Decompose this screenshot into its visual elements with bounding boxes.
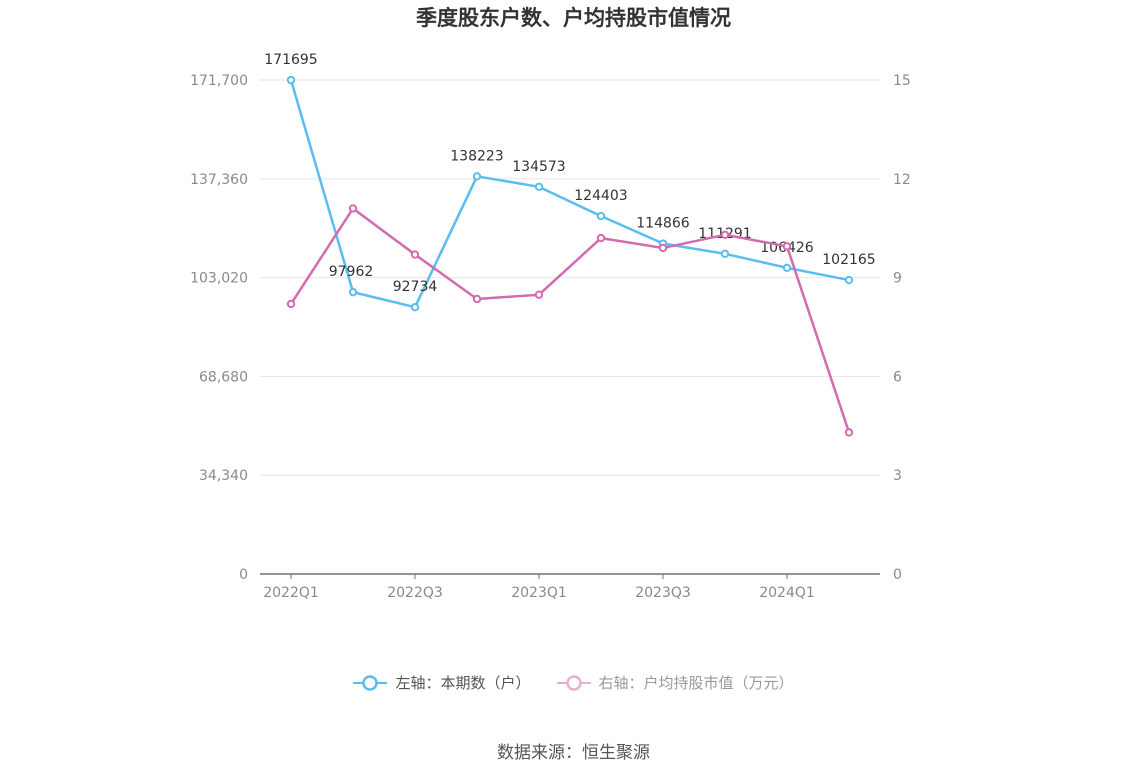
left-axis-tick-label: 0: [239, 567, 248, 583]
source-note: 数据来源：恒生聚源: [497, 743, 650, 763]
x-axis-tick-label: 2024Q1: [759, 585, 815, 601]
data-label: 97962: [329, 264, 374, 280]
legend-swatch-icon: [556, 674, 591, 691]
left-axis-tick-label: 68,680: [199, 369, 248, 385]
right-axis-tick-label: 0: [893, 567, 902, 583]
data-label: 138223: [450, 148, 503, 164]
line-chart: 0 34,340 68,680 103,020 137,360 171,700 0 3 6 9 12…: [190, 52, 911, 601]
data-point-right: [596, 233, 606, 243]
left-axis-tick-label: 103,020: [190, 271, 248, 287]
data-point-right: [658, 243, 668, 253]
legend: 左轴：本期数（户） 右轴：户均持股市值（万元）: [0, 672, 1147, 693]
data-label: 171695: [264, 52, 317, 68]
data-point-right: [534, 290, 544, 299]
data-point-left: [720, 249, 730, 259]
legend-label-left-axis: 左轴：本期数（户）: [395, 674, 531, 692]
right-axis-tick-label: 12: [893, 172, 911, 188]
data-point-left: [844, 275, 854, 285]
right-axis-tick-label: 3: [893, 468, 902, 484]
left-axis-tick-label: 34,340: [199, 468, 248, 484]
legend-item-left-axis[interactable]: 左轴：本期数（户）: [353, 672, 531, 693]
x-axis-tick-label: 2022Q3: [387, 585, 443, 601]
x-axis-tick-label: 2022Q1: [263, 585, 319, 601]
series-line-right: [289, 207, 851, 433]
data-point-left: [782, 263, 792, 273]
x-axis-tick-label: 2023Q3: [635, 585, 691, 601]
right-axis-tick-label: 6: [893, 369, 902, 385]
data-label: 92734: [393, 279, 438, 295]
legend-swatch-icon: [353, 674, 388, 691]
legend-label-right-axis: 右轴：户均持股市值（万元）: [598, 674, 794, 692]
data-label: 114866: [636, 216, 690, 232]
right-axis-tick-label: 9: [893, 271, 902, 287]
left-axis-tick-label: 171,700: [190, 73, 248, 89]
data-point-right: [782, 242, 792, 251]
data-label: 134573: [512, 159, 565, 175]
x-axis-tick-label: 2023Q1: [511, 585, 567, 601]
data-point-left: [286, 75, 296, 85]
series-line-left: [289, 79, 850, 309]
data-point-left: [410, 302, 420, 312]
data-point-right: [348, 204, 358, 213]
legend-item-right-axis[interactable]: 右轴：户均持股市值（万元）: [556, 672, 794, 693]
data-point-left: [534, 182, 544, 192]
data-label: 124403: [574, 188, 627, 204]
data-point-left: [472, 172, 482, 181]
data-point-left: [348, 287, 358, 297]
data-point-right: [410, 250, 420, 259]
data-point-right: [286, 299, 296, 309]
data-label: 102165: [822, 252, 875, 268]
right-axis-tick-label: 15: [893, 73, 911, 89]
chart-title: 季度股东户数、户均持股市值情况: [416, 6, 731, 30]
data-point-right: [472, 294, 482, 304]
left-axis-tick-label: 137,360: [190, 172, 248, 188]
data-point-right: [720, 230, 730, 239]
data-point-right: [844, 428, 854, 437]
data-point-left: [596, 211, 606, 221]
